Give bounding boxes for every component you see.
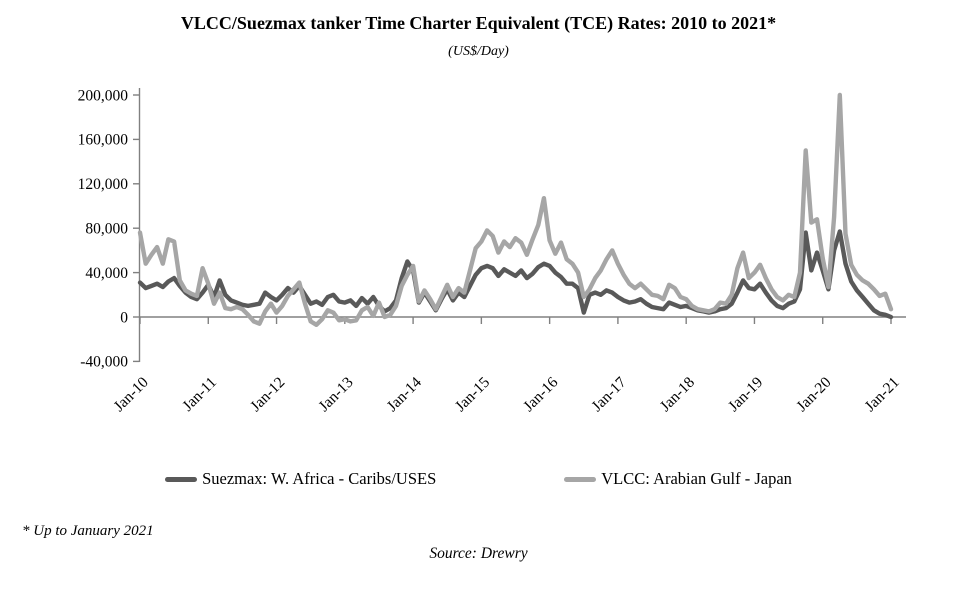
- x-tick-label: Jan-13: [315, 374, 356, 415]
- footnote: * Up to January 2021: [22, 523, 154, 539]
- y-tick-label: 160,000: [78, 132, 129, 149]
- series-line-suezmax: [137, 229, 894, 320]
- y-tick-label: 0: [120, 309, 128, 326]
- x-tick-label: Jan-12: [247, 374, 288, 415]
- legend-label-vlcc: VLCC: Arabian Gulf - Japan: [601, 469, 792, 488]
- chart-title: VLCC/Suezmax tanker Time Charter Equival…: [180, 13, 777, 33]
- x-tick-label: Jan-16: [520, 374, 561, 415]
- x-tick-label: Jan-21: [862, 374, 903, 415]
- x-tick-label: Jan-10: [111, 374, 152, 415]
- x-tick-label: Jan-19: [725, 374, 766, 415]
- x-tick-label: Jan-18: [657, 374, 698, 415]
- x-tick-label: Jan-14: [384, 374, 425, 415]
- series-line-vlcc: [137, 92, 894, 327]
- source-credit: Source: Drewry: [429, 545, 528, 562]
- vlcc-line-swatch: [564, 476, 597, 482]
- x-tick-label: Jan-15: [452, 374, 493, 415]
- y-tick-label: 80,000: [85, 221, 128, 238]
- legend-item-suezmax: Suezmax: W. Africa - Caribs/USES: [165, 469, 436, 489]
- y-tick-label: 40,000: [85, 265, 128, 282]
- x-tick-label: Jan-17: [588, 374, 629, 415]
- legend-item-vlcc: VLCC: Arabian Gulf - Japan: [564, 469, 792, 489]
- suezmax-line-swatch: [165, 476, 198, 482]
- chart-subtitle: (US$/Day): [448, 44, 509, 59]
- legend: Suezmax: W. Africa - Caribs/USES VLCC: A…: [0, 469, 957, 489]
- x-tick-label: Jan-11: [179, 374, 220, 415]
- tce-chart-svg: 200,000 160,000 120,000 80,000 40,000 0 -40,00…: [78, 87, 906, 415]
- x-tick-label: Jan-20: [793, 374, 834, 415]
- y-tick-label: -40,000: [80, 354, 128, 371]
- y-tick-label: 120,000: [78, 176, 129, 193]
- y-tick-label: 200,000: [78, 87, 129, 104]
- legend-label-suezmax: Suezmax: W. Africa - Caribs/USES: [202, 469, 437, 488]
